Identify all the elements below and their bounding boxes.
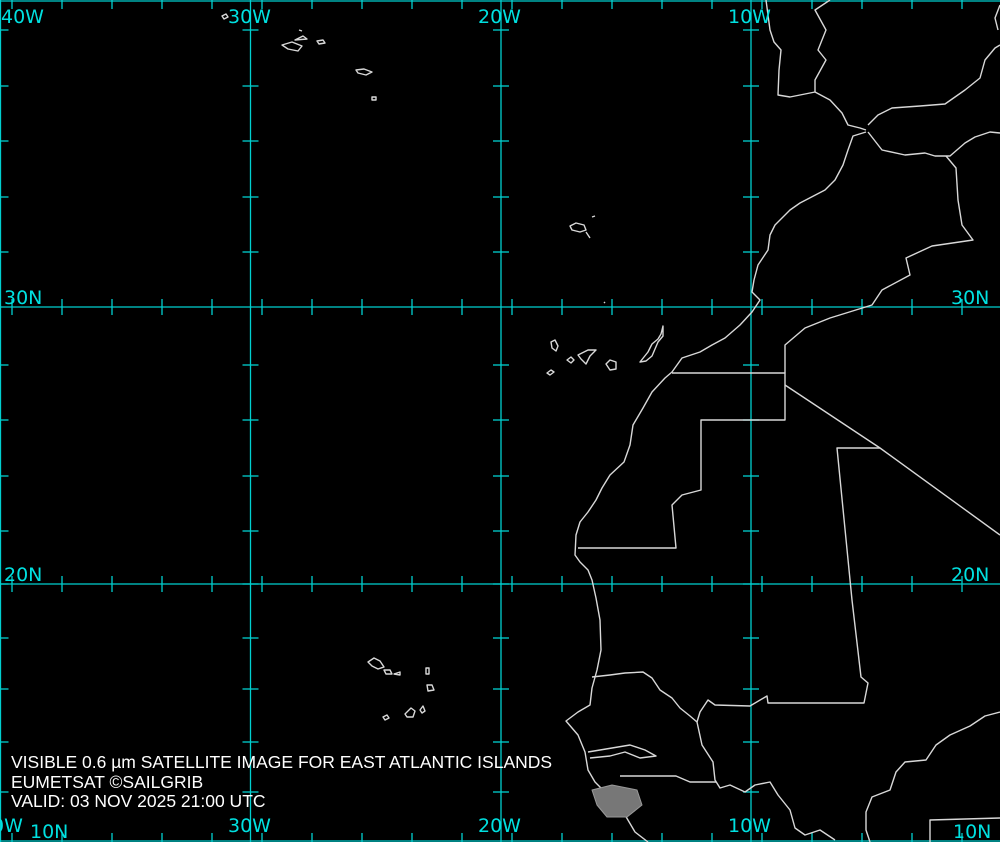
lat-label-30n-right: 30N (951, 287, 990, 309)
madeira-islands (569, 215, 606, 304)
morocco-north-coast (867, 131, 1000, 157)
niger-border (929, 817, 1000, 842)
caption-title: VISIBLE 0.6 µm SATELLITE IMAGE FOR EAST … (11, 752, 553, 772)
spain-portugal-border (814, 0, 831, 92)
lon-label-10w-top: 10W (728, 6, 771, 28)
mauritania-algeria-border (784, 384, 1000, 536)
lat-label-10n-left: 10N (30, 821, 69, 842)
lon-label-20w-top: 20W (478, 6, 521, 28)
senegal-mauritania-border (591, 671, 698, 723)
lon-label-20w-bottom: 20W (478, 815, 521, 837)
western-sahara-border (578, 372, 786, 549)
lon-label-40w-bottom: 0W (0, 815, 23, 837)
lon-label-40w-top: 40W (1, 6, 44, 28)
bissau-archipelago (591, 784, 643, 818)
azores-islands (221, 13, 377, 101)
lon-label-10w-bottom: 10W (728, 815, 771, 837)
morocco-algeria-border (784, 155, 974, 373)
canary-islands (546, 325, 664, 376)
portugal-coast (765, 0, 867, 131)
cape-verde-islands (367, 657, 435, 721)
senegal-mali-border (696, 721, 836, 841)
lat-label-30n-left: 30N (4, 287, 43, 309)
mauritania-mali-border (696, 447, 880, 723)
image-caption: VISIBLE 0.6 µm SATELLITE IMAGE FOR EAST … (11, 752, 553, 812)
lon-label-30w-bottom: 30W (228, 815, 271, 837)
caption-credit: EUMETSAT ©SAILGRIB (11, 771, 204, 792)
lat-label-20n-left: 20N (4, 564, 43, 586)
caption-valid-time: VALID: 03 NOV 2025 21:00 UTC (11, 791, 266, 811)
lat-label-10n-right: 10N (953, 821, 992, 842)
spain-med-coast (867, 44, 1000, 126)
gambia-border (587, 744, 657, 759)
lon-label-30w-top: 30W (228, 6, 271, 28)
guinea-border (620, 775, 716, 783)
mali-east-border (865, 711, 1000, 842)
france-coast (994, 4, 1000, 31)
lat-label-20n-right: 20N (951, 564, 990, 586)
africa-west-coast (565, 131, 867, 842)
